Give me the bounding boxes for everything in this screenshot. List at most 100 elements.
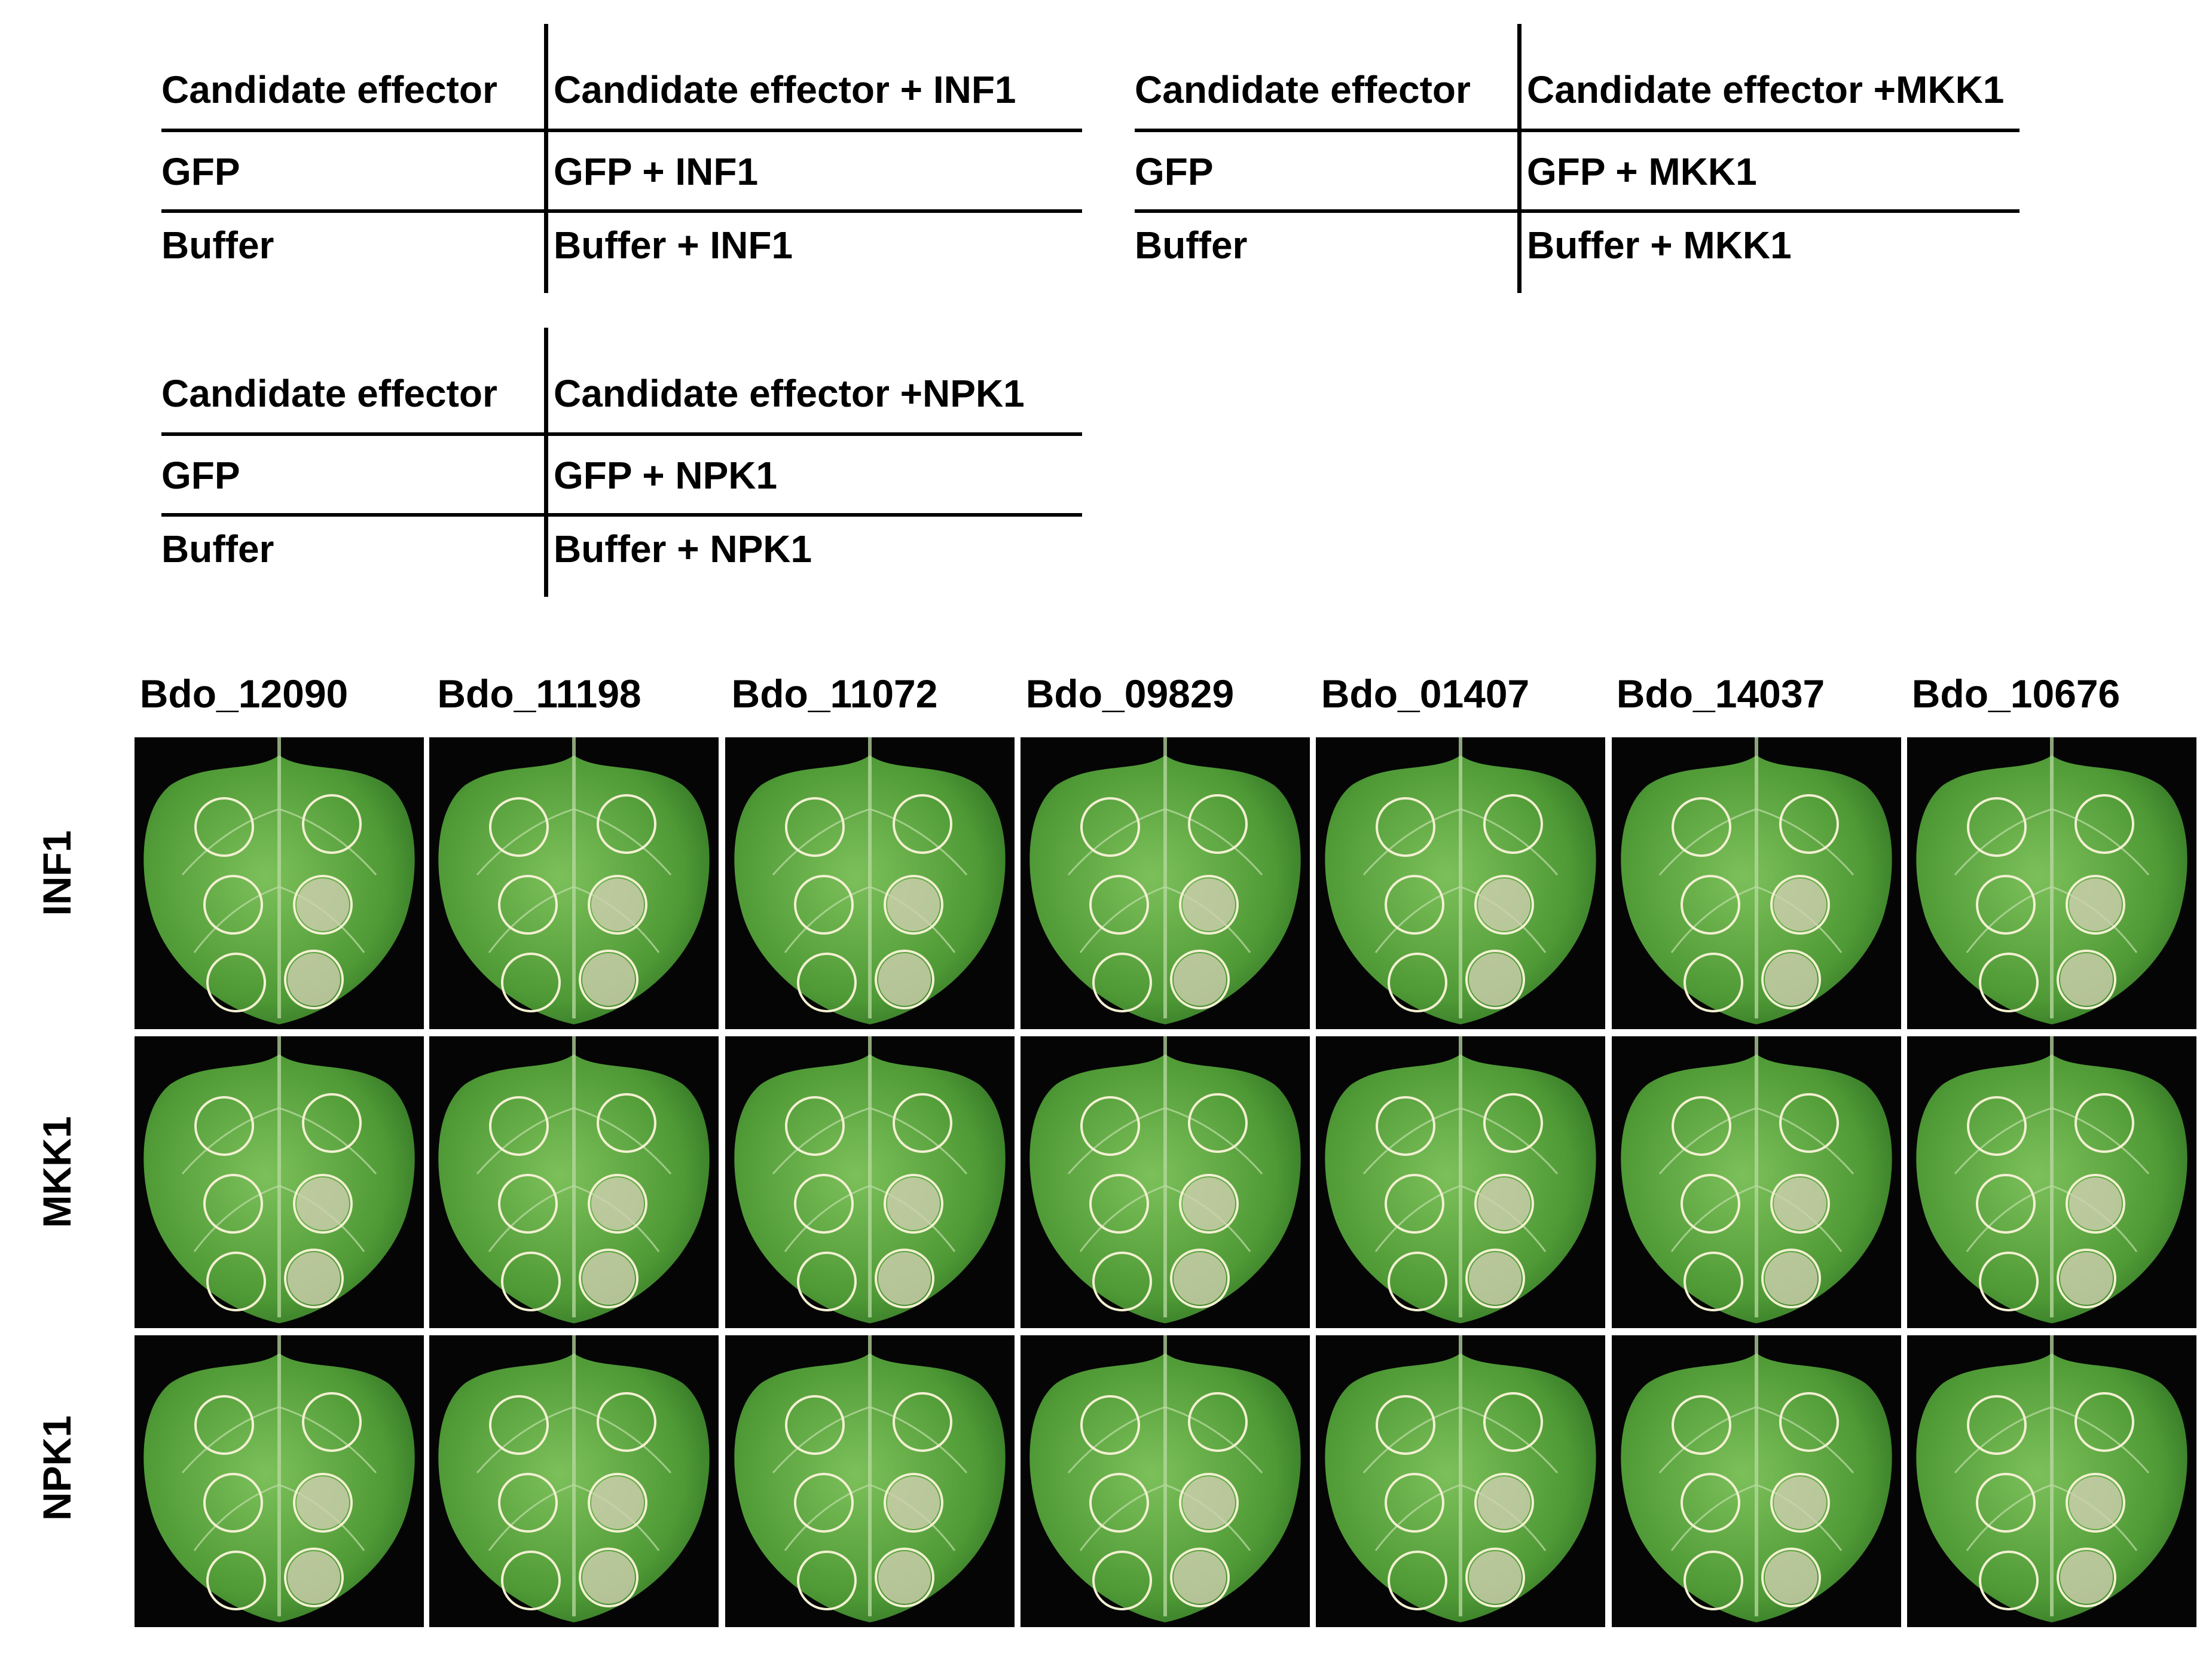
leaf-image xyxy=(438,1335,710,1622)
leaf-image xyxy=(143,737,415,1024)
infiltration-circle xyxy=(1465,1249,1525,1308)
necrosis-spot xyxy=(1774,1177,1826,1230)
infiltration-circle xyxy=(203,1473,263,1533)
infiltration-circle xyxy=(797,1551,857,1610)
infiltration-circle xyxy=(884,1473,943,1533)
leaf-image xyxy=(438,737,710,1024)
necrosis-spot xyxy=(1174,1252,1226,1305)
infiltration-circle xyxy=(579,1548,638,1607)
leaf-image xyxy=(734,1036,1006,1323)
leaf-photo xyxy=(1021,1036,1310,1328)
leaf-image xyxy=(1029,1335,1301,1622)
infiltration-circle xyxy=(579,950,638,1009)
infiltration-circle xyxy=(893,794,952,854)
row-label: NPK1 xyxy=(35,1415,79,1521)
infiltration-circle xyxy=(206,1551,266,1610)
infiltration-circle xyxy=(1681,1174,1740,1234)
infiltration-circle xyxy=(1092,953,1152,1012)
infiltration-circle xyxy=(284,950,344,1009)
legend-cell: GFP xyxy=(161,150,240,193)
infiltration-circle xyxy=(206,953,266,1012)
column-label: Bdo_14037 xyxy=(1616,672,1825,716)
leaf-image xyxy=(1916,1335,2187,1622)
infiltration-circle xyxy=(875,1249,934,1308)
infiltration-circle xyxy=(1465,950,1525,1009)
legend-divider xyxy=(1517,24,1521,293)
necrosis-spot xyxy=(1765,1551,1817,1604)
legend-cell: Buffer + INF1 xyxy=(554,224,793,267)
infiltration-circle xyxy=(1179,1473,1239,1533)
infiltration-circle xyxy=(2074,794,2134,854)
necrosis-spot xyxy=(1478,1476,1530,1529)
infiltration-circle xyxy=(1976,1473,2036,1533)
infiltration-circle xyxy=(1474,875,1534,935)
infiltration-circle xyxy=(2074,1093,2134,1153)
infiltration-circle xyxy=(1385,1174,1444,1234)
leaf-photo xyxy=(429,737,719,1029)
infiltration-circle xyxy=(1092,1252,1152,1311)
legend-rule xyxy=(1135,209,2019,213)
infiltration-circle xyxy=(489,797,549,857)
leaf-image xyxy=(143,1335,415,1622)
necrosis-spot xyxy=(591,1177,644,1230)
infiltration-circle xyxy=(1170,950,1230,1009)
legend-rule xyxy=(161,209,1082,213)
infiltration-circle xyxy=(794,875,854,935)
necrosis-spot xyxy=(887,1476,940,1529)
leaf-image xyxy=(1029,1036,1301,1323)
necrosis-spot xyxy=(2060,953,2113,1006)
necrosis-spot xyxy=(591,878,644,931)
infiltration-circle xyxy=(284,1249,344,1308)
necrosis-spot xyxy=(1183,1476,1235,1529)
infiltration-circle xyxy=(1672,1395,1731,1455)
leaf-image xyxy=(734,737,1006,1024)
infiltration-circle xyxy=(1080,797,1140,857)
infiltration-circle xyxy=(1188,1093,1248,1153)
necrosis-spot xyxy=(1183,1177,1235,1230)
infiltration-circle xyxy=(1465,1548,1525,1607)
infiltration-circle xyxy=(1770,1174,1830,1234)
column-label: Bdo_12090 xyxy=(139,672,349,716)
infiltration-circle xyxy=(2057,950,2116,1009)
legend-cell: GFP + MKK1 xyxy=(1527,150,1757,193)
necrosis-spot xyxy=(288,1252,340,1305)
necrosis-spot xyxy=(878,1551,931,1604)
legend-header-right: Candidate effector +MKK1 xyxy=(1527,68,2005,111)
leaf-image xyxy=(1916,1036,2187,1323)
infiltration-circle xyxy=(794,1174,854,1234)
necrosis-spot xyxy=(1174,953,1226,1006)
infiltration-circle xyxy=(893,1392,952,1452)
leaf-photo xyxy=(1021,1335,1310,1627)
infiltration-circle xyxy=(2066,1174,2125,1234)
infiltration-circle xyxy=(1388,1252,1447,1311)
infiltration-circle xyxy=(597,794,656,854)
necrosis-spot xyxy=(887,1177,940,1230)
column-label: Bdo_10676 xyxy=(1911,672,2121,716)
infiltration-circle xyxy=(1089,875,1149,935)
leaf-photo xyxy=(1316,737,1605,1029)
row-label: MKK1 xyxy=(35,1116,79,1228)
column-label: Bdo_11072 xyxy=(731,672,938,716)
infiltration-circle xyxy=(1761,950,1821,1009)
infiltration-circle xyxy=(1976,1174,2036,1234)
legend-rule xyxy=(161,432,1082,436)
legend-header-left: Candidate effector xyxy=(161,68,497,111)
legend-cell: Buffer xyxy=(161,224,274,267)
legend-table-mkk1: Candidate effector Candidate effector +M… xyxy=(1135,24,2031,293)
leaf-image xyxy=(1029,737,1301,1024)
necrosis-spot xyxy=(582,953,635,1006)
infiltration-circle xyxy=(1188,1392,1248,1452)
infiltration-circle xyxy=(489,1395,549,1455)
necrosis-spot xyxy=(878,953,931,1006)
infiltration-circle xyxy=(1089,1174,1149,1234)
leaf-photo xyxy=(1907,1335,2196,1627)
legend-rule xyxy=(1135,129,2019,132)
legend-divider xyxy=(544,24,548,293)
infiltration-circle xyxy=(498,1473,558,1533)
infiltration-circle xyxy=(489,1096,549,1156)
infiltration-circle xyxy=(194,1395,254,1455)
leaf-photo xyxy=(429,1036,719,1328)
legend-cell: Buffer + NPK1 xyxy=(554,527,812,570)
infiltration-circle xyxy=(293,1174,353,1234)
legend-header-left: Candidate effector xyxy=(1135,68,1471,111)
